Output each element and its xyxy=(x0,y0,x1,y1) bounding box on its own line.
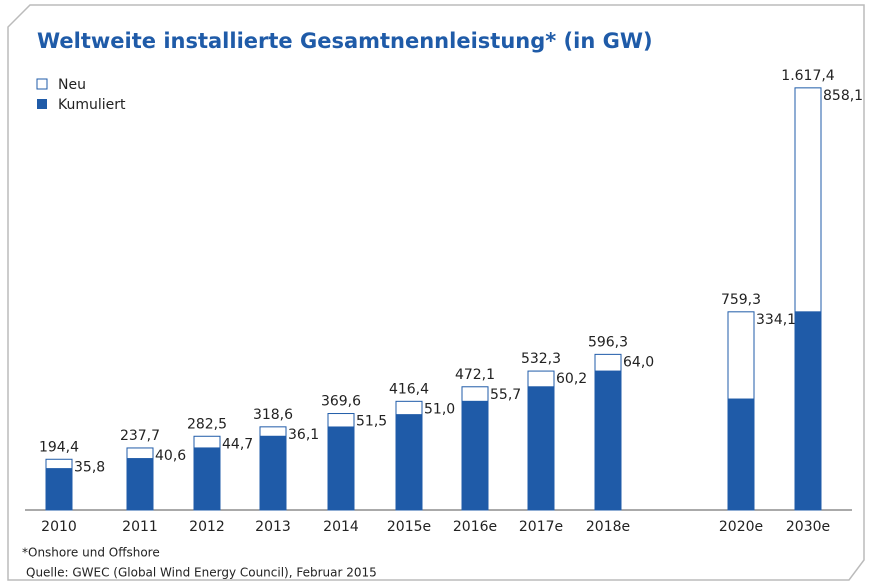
bar-segment xyxy=(527,370,555,388)
bar-segment xyxy=(395,400,423,416)
bar-segment xyxy=(794,87,822,313)
bar-segment xyxy=(594,370,622,511)
segment-label: 55,7 xyxy=(490,387,521,403)
x-tick-label: 2013 xyxy=(255,519,291,535)
bar-segment xyxy=(727,311,755,400)
x-tick-label: 2015e xyxy=(387,519,431,535)
total-label: 759,3 xyxy=(721,292,761,308)
legend-swatch xyxy=(37,99,47,109)
total-label: 472,1 xyxy=(455,367,495,383)
segment-label: 60,2 xyxy=(556,371,587,387)
total-label: 1.617,4 xyxy=(781,68,835,84)
total-label: 369,6 xyxy=(321,394,361,410)
segment-label: 40,6 xyxy=(155,448,186,464)
bar-segment xyxy=(126,458,154,511)
segment-label: 51,0 xyxy=(424,401,455,417)
x-tick-label: 2010 xyxy=(41,519,77,535)
total-label: 318,6 xyxy=(253,407,293,423)
x-tick-label: 2018e xyxy=(586,519,630,535)
total-label: 237,7 xyxy=(120,428,160,444)
legend-label: Kumuliert xyxy=(58,97,126,113)
x-tick-label: 2012 xyxy=(189,519,225,535)
legend-label: Neu xyxy=(58,77,86,93)
footnote: *Onshore und Offshore xyxy=(22,546,160,560)
x-tick-label: 2020e xyxy=(719,519,763,535)
total-label: 282,5 xyxy=(187,416,227,432)
bar-segment xyxy=(461,386,489,402)
bar-segment xyxy=(461,400,489,511)
bar-segment xyxy=(126,447,154,460)
x-tick-label: 2030e xyxy=(786,519,830,535)
bar-segment xyxy=(193,447,221,511)
bar-segment xyxy=(45,468,73,511)
segment-label: 51,5 xyxy=(356,414,387,430)
segment-label: 36,1 xyxy=(288,427,319,443)
segment-label: 35,8 xyxy=(74,459,105,475)
legend-swatch xyxy=(36,78,48,90)
total-label: 194,4 xyxy=(39,439,79,455)
bar-segment xyxy=(193,435,221,449)
x-tick-label: 2014 xyxy=(323,519,359,535)
bar-segment xyxy=(794,311,822,511)
source: Quelle: GWEC (Global Wind Energy Council… xyxy=(26,566,377,580)
total-label: 416,4 xyxy=(389,381,429,397)
total-label: 532,3 xyxy=(521,351,561,367)
x-tick-label: 2016e xyxy=(453,519,497,535)
bar-segment xyxy=(727,398,755,511)
segment-label: 44,7 xyxy=(222,436,253,452)
bar-segment xyxy=(395,414,423,511)
segment-label: 858,1 xyxy=(823,88,863,104)
total-label: 596,3 xyxy=(588,334,628,350)
bar-segment xyxy=(259,426,287,437)
bar-segment xyxy=(327,413,355,428)
x-tick-label: 2011 xyxy=(122,519,158,535)
chart-title: Weltweite installierte Gesamtnennleistun… xyxy=(37,29,653,53)
bar-segment xyxy=(259,435,287,511)
x-tick-label: 2017e xyxy=(519,519,563,535)
segment-label: 64,0 xyxy=(623,354,654,370)
bar-segment xyxy=(45,458,73,470)
bar-segment xyxy=(527,386,555,511)
frame xyxy=(7,4,865,581)
bar-segment xyxy=(594,353,622,372)
bar-segment xyxy=(327,426,355,511)
segment-label: 334,1 xyxy=(756,312,796,328)
